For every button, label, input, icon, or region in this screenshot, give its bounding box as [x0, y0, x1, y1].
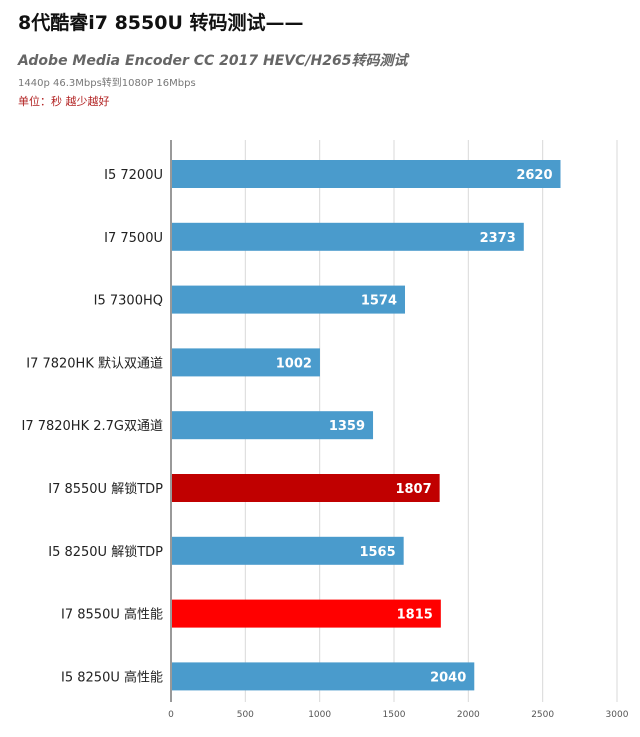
bar-value-label: 1815 — [397, 608, 433, 623]
category-label: I7 7820HK 默认双通道 — [26, 355, 163, 371]
bar — [172, 536, 404, 565]
bar — [172, 222, 524, 251]
bar-value-label: 1807 — [395, 482, 431, 497]
bar-value-label: 1359 — [329, 419, 365, 434]
x-tick-label: 0 — [168, 710, 174, 720]
x-tick-label: 1000 — [308, 710, 331, 720]
category-label: I7 7820HK 2.7G双通道 — [21, 419, 163, 434]
chart-subtitle: Adobe Media Encoder CC 2017 HEVC/H265转码测… — [18, 53, 408, 69]
bar — [172, 160, 561, 188]
x-axis-ticks: 0 500 1000 1500 2000 2500 3000 — [168, 710, 629, 720]
bar — [172, 662, 475, 691]
bar-value-label: 2373 — [480, 231, 516, 246]
bar-value-label: 1574 — [361, 294, 397, 309]
chart-note: 1440p 46.3Mbps转到1080P 16Mbps — [18, 78, 196, 89]
bar — [172, 411, 374, 440]
category-labels: I5 7200U I7 7500U I5 7300HQ I7 7820HK 默认双通道… — [21, 168, 163, 685]
category-label: I7 8550U 解锁TDP — [48, 481, 163, 497]
x-tick-label: 500 — [237, 710, 254, 720]
bar — [172, 348, 320, 377]
category-label: I5 8250U 解锁TDP — [48, 544, 163, 560]
category-label: I5 7300HQ — [94, 294, 163, 309]
x-tick-label: 2000 — [457, 710, 480, 720]
bar — [172, 285, 406, 314]
category-label: I5 8250U 高性能 — [61, 669, 163, 685]
category-label: I7 8550U 高性能 — [61, 607, 163, 623]
x-tick-label: 2500 — [531, 710, 554, 720]
bar-value-label: 1565 — [359, 545, 395, 560]
bars: 2620 2373 1574 1002 1359 1807 1565 1815 2040 — [172, 160, 561, 691]
unit-label: 单位：秒 越少越好 — [18, 95, 110, 108]
bar-value-label: 2040 — [430, 670, 466, 685]
category-label: I7 7500U — [104, 231, 163, 246]
bar — [172, 474, 440, 502]
x-tick-label: 1500 — [383, 710, 406, 720]
category-label: I5 7200U — [104, 168, 163, 183]
bar-value-label: 1002 — [276, 356, 312, 371]
bar-value-label: 2620 — [516, 168, 552, 183]
x-tick-label: 3000 — [606, 710, 629, 720]
chart-title: 8代酷睿i7 8550U 转码测试—— — [18, 12, 304, 34]
bar — [172, 599, 441, 628]
